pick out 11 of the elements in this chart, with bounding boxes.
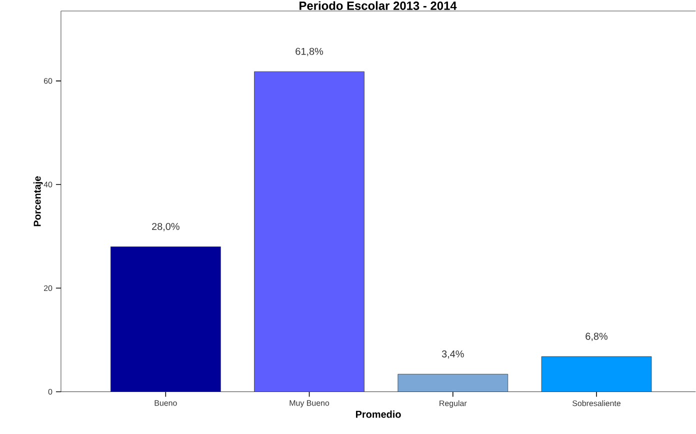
data-label: 61,8% (296, 48, 324, 56)
x-axis-title: Promedio (356, 410, 401, 418)
data-label: 6,8% (586, 332, 608, 342)
y-axis-title: Porcentaje (33, 176, 43, 226)
data-label: 3,4% (442, 350, 464, 359)
bar (398, 374, 508, 392)
bar (110, 246, 221, 392)
chart-title: Periodo Escolar 2013 - 2014 (300, 1, 457, 10)
data-label: 28,0% (152, 223, 180, 232)
bar (541, 356, 652, 392)
bar (254, 72, 364, 392)
